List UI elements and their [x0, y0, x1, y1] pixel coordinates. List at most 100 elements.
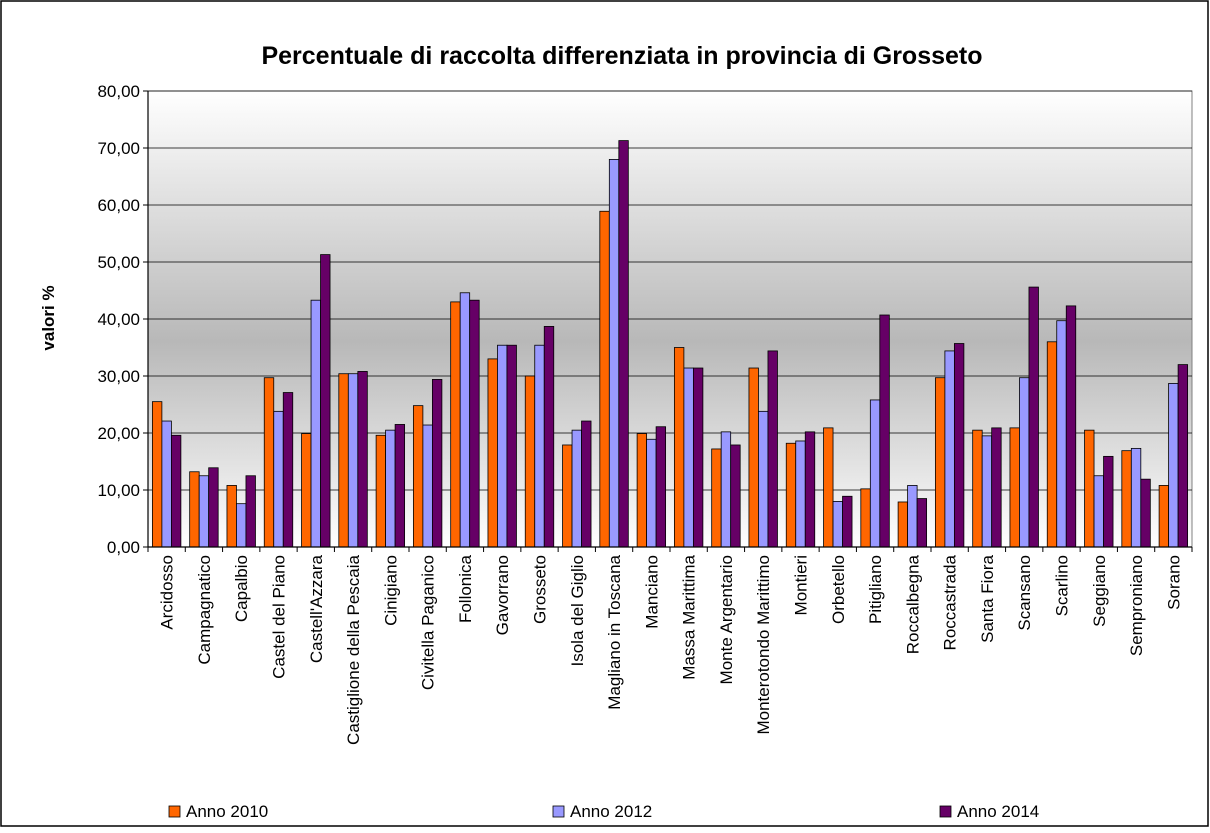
bar [608, 158, 620, 548]
bar [646, 438, 657, 548]
x-tick-label: Scansano [1015, 555, 1034, 631]
legend-label: Anno 2014 [957, 802, 1039, 821]
y-tick-label: 70,00 [97, 139, 140, 158]
bar [636, 433, 648, 548]
bar [422, 424, 433, 548]
bar [245, 475, 256, 548]
legend: Anno 2010 Anno 2012 Anno 2014 [168, 802, 1039, 821]
bar [1177, 364, 1189, 548]
bar [953, 343, 965, 548]
bar [282, 392, 294, 548]
x-tick-label: Isola del Giglio [568, 555, 587, 667]
bar [375, 434, 387, 548]
bar [842, 495, 853, 548]
bar [1103, 455, 1114, 548]
bar [748, 367, 759, 548]
x-tick-label: Montieri [792, 555, 811, 615]
bar [823, 427, 834, 548]
bar [497, 344, 508, 548]
bar [161, 420, 172, 548]
x-tick-label: Civitella Paganico [419, 555, 438, 690]
x-tick-label: Orbetello [829, 555, 848, 624]
x-tick-label: Castiglione della Pescaia [344, 554, 363, 744]
chart-title: Percentuale di raccolta differenziata in… [261, 42, 982, 70]
x-tick-label: Manciano [642, 555, 661, 629]
bars [151, 140, 1189, 548]
bar [571, 429, 582, 548]
x-tick-label: Roccalbegna [903, 554, 922, 654]
bar [1130, 447, 1142, 548]
x-tick-label: Scarlino [1053, 555, 1072, 616]
bar [524, 375, 536, 548]
bar [263, 377, 275, 548]
x-tick-label: Grosseto [531, 555, 550, 624]
x-tick-label: Monterotondo Marittimo [754, 555, 773, 735]
bar [673, 347, 685, 548]
bar [1084, 429, 1095, 548]
bar [506, 344, 517, 548]
y-axis-ticks: 0,00 10,00 20,00 30,00 40,00 50,00 60,00 70,00 8… [97, 82, 148, 557]
bar [394, 424, 406, 548]
bar [357, 371, 368, 548]
legend-label: Anno 2010 [186, 802, 268, 821]
x-tick-label: Campagnatico [195, 555, 214, 665]
bar [879, 314, 890, 548]
bar [459, 292, 471, 548]
x-tick-label: Semproniano [1127, 555, 1146, 656]
bar [338, 373, 349, 548]
bar [273, 410, 284, 548]
bar [1093, 475, 1104, 548]
bar [1019, 377, 1030, 548]
bar [1140, 478, 1151, 548]
bar [991, 427, 1002, 548]
y-tick-label: 60,00 [97, 196, 140, 215]
bar [897, 501, 909, 548]
bar [1009, 427, 1020, 548]
y-tick-label: 50,00 [97, 253, 140, 272]
bar [907, 485, 918, 548]
bar [1158, 485, 1170, 548]
bar [972, 429, 983, 548]
legend-label: Anno 2012 [570, 802, 652, 821]
y-axis-label: valori % [39, 285, 58, 350]
bar [431, 379, 443, 548]
bar [1065, 305, 1077, 548]
x-tick-label: Follonica [456, 554, 475, 623]
bar [758, 410, 769, 548]
bar [581, 420, 592, 548]
y-tick-label: 40,00 [97, 310, 140, 329]
bar [683, 367, 694, 548]
bar [767, 350, 778, 548]
bar [487, 358, 498, 548]
x-tick-label: Monte Argentario [717, 555, 736, 684]
bar [860, 488, 871, 548]
x-tick-label: Santa Fiora [978, 554, 997, 642]
bar [711, 448, 722, 548]
y-tick-label: 80,00 [97, 82, 140, 101]
bar [1168, 383, 1179, 548]
bar [1121, 450, 1132, 548]
bar [692, 367, 704, 548]
bar [1046, 341, 1058, 548]
bar [151, 401, 163, 548]
bar [189, 471, 200, 548]
bar [469, 299, 480, 548]
legend-swatch [168, 805, 181, 818]
bar [320, 254, 331, 548]
bar [236, 503, 247, 548]
bar [944, 350, 955, 548]
bar [795, 440, 806, 548]
bar [804, 431, 816, 548]
x-tick-label: Sorano [1164, 555, 1183, 610]
bar [534, 344, 545, 548]
x-axis-labels: Arcidosso Campagnatico Capalbio Castel del … [158, 554, 1184, 744]
x-tick-label: Gavorrano [493, 555, 512, 635]
bar [208, 467, 219, 548]
x-tick-label: Roccastrada [941, 554, 960, 650]
bar [618, 140, 629, 548]
bar [385, 429, 396, 548]
bar [301, 433, 312, 548]
axes [147, 91, 1193, 552]
